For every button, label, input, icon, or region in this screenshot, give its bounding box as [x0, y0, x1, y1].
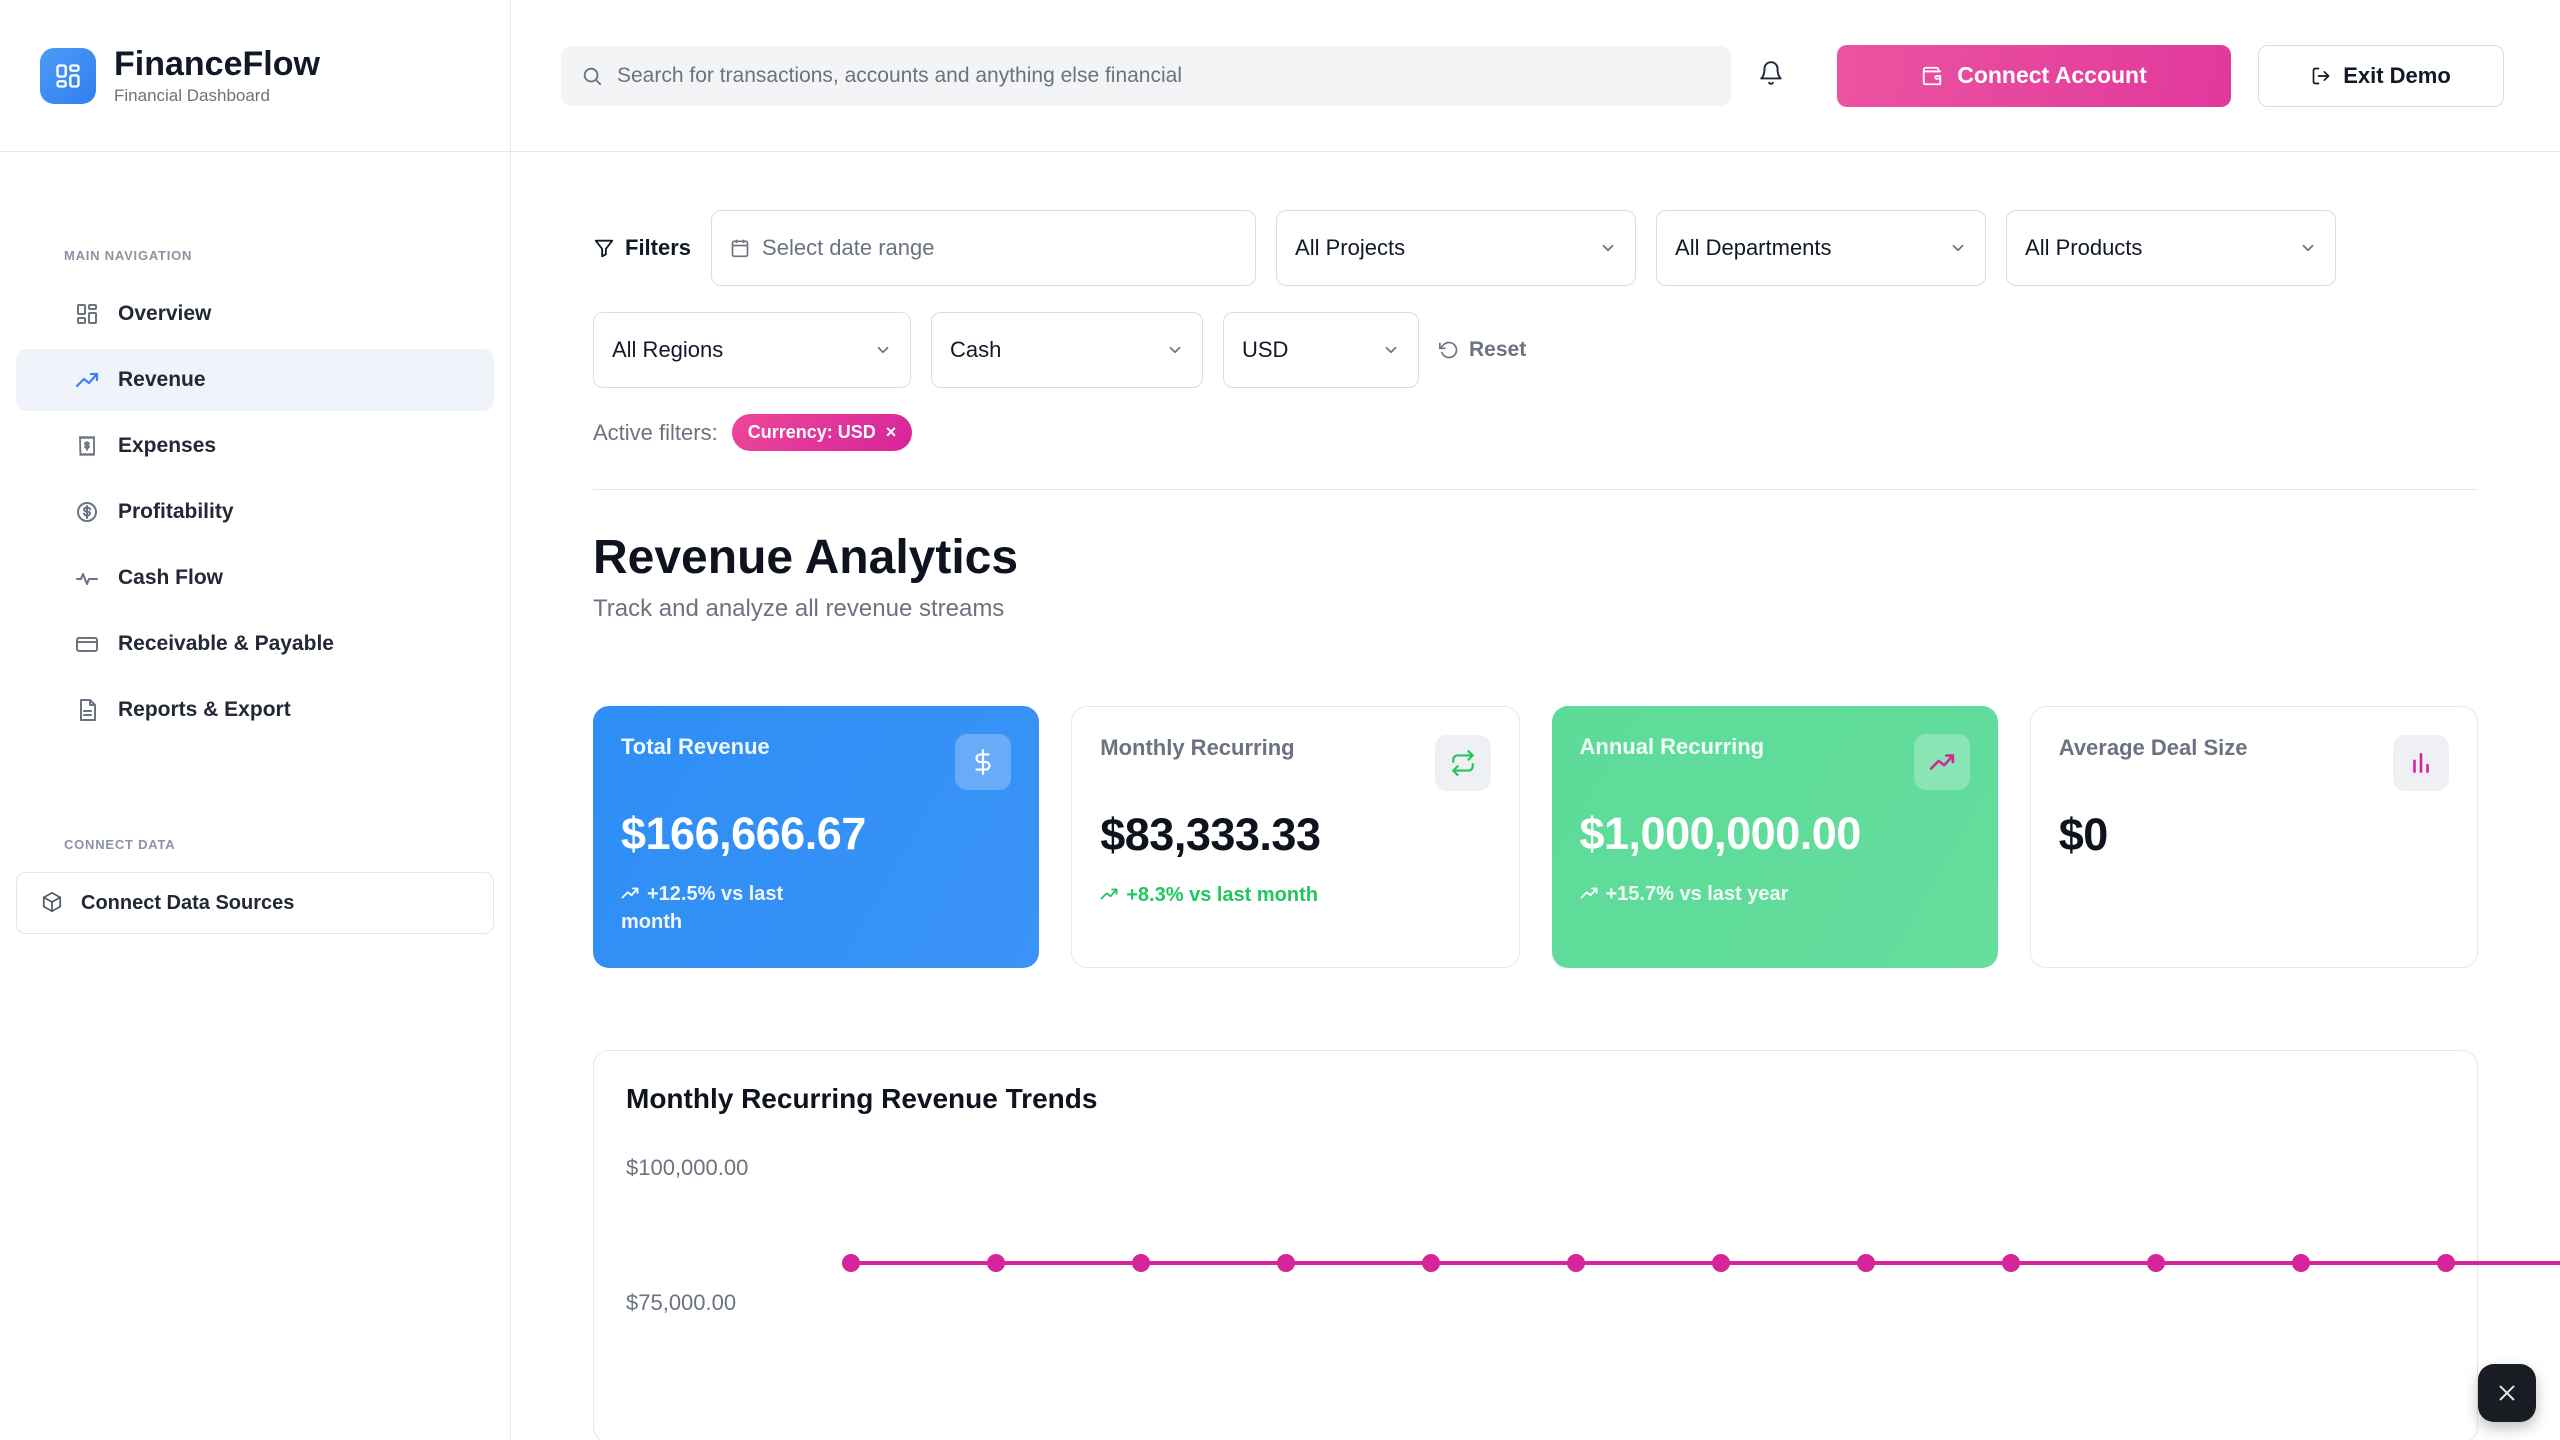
- svg-text:$75,000.00: $75,000.00: [626, 1290, 736, 1315]
- svg-text:$100,000.00: $100,000.00: [626, 1155, 748, 1180]
